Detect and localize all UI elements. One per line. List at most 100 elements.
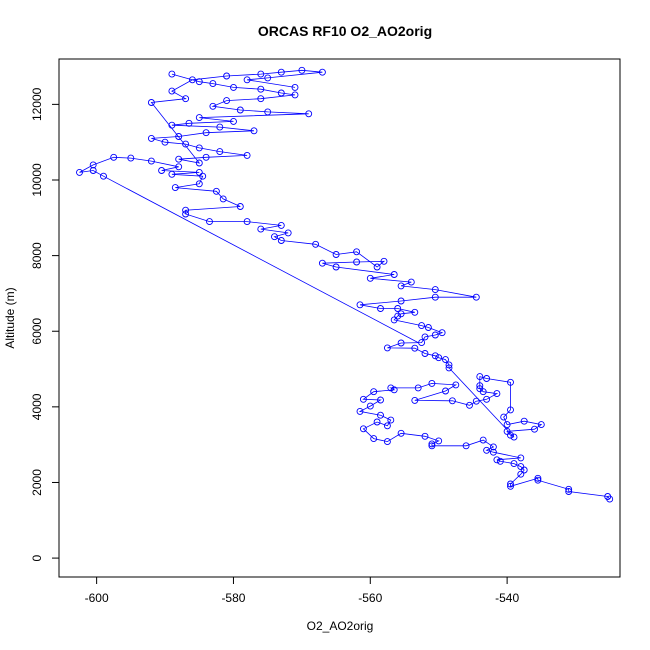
- data-point: [195, 168, 203, 176]
- data-point: [318, 68, 326, 76]
- data-point: [175, 163, 183, 171]
- data-point: [171, 184, 179, 192]
- data-point: [407, 278, 415, 286]
- data-point: [466, 401, 473, 409]
- y-tick-label: 4000: [30, 393, 44, 420]
- data-point: [257, 225, 265, 233]
- data-point: [158, 167, 166, 174]
- data-point: [168, 87, 176, 95]
- data-point: [397, 297, 405, 305]
- series-upper-line: [150, 69, 323, 164]
- data-point: [212, 187, 220, 195]
- data-point: [370, 435, 378, 443]
- data-point: [517, 470, 525, 478]
- data-point: [483, 375, 491, 382]
- data-point: [257, 95, 265, 103]
- y-tick-label: 10000: [30, 163, 44, 197]
- data-point: [195, 114, 203, 122]
- data-point: [493, 390, 501, 398]
- data-point: [442, 356, 449, 364]
- data-point: [503, 427, 511, 435]
- data-point: [565, 488, 573, 495]
- data-point: [147, 99, 155, 106]
- data-point: [435, 437, 443, 445]
- data-point: [507, 431, 514, 439]
- data-point: [421, 350, 429, 357]
- plot-frame: [58, 58, 621, 578]
- x-axis-label: O2_AO2orig: [307, 619, 374, 633]
- data-point: [277, 237, 285, 244]
- data-point: [397, 310, 405, 318]
- data-point: [411, 308, 419, 316]
- data-point: [483, 446, 491, 454]
- data-point: [216, 148, 224, 156]
- data-point: [445, 361, 453, 369]
- data-point: [199, 172, 207, 180]
- y-tick-label: 8000: [30, 242, 44, 269]
- data-point: [387, 416, 395, 424]
- data-point: [223, 72, 231, 80]
- data-point: [100, 172, 107, 180]
- data-point: [89, 167, 97, 174]
- data-point: [489, 448, 497, 456]
- data-point: [230, 117, 237, 125]
- data-point: [476, 373, 484, 381]
- data-point: [168, 70, 176, 78]
- data-point: [411, 396, 419, 404]
- data-point: [236, 106, 244, 114]
- data-point: [356, 301, 364, 309]
- data-point: [442, 387, 449, 395]
- data-point: [397, 339, 405, 347]
- y-axis: 0 2000 4000 6000 8000 10000 12000: [30, 87, 59, 561]
- data-point: [397, 429, 405, 437]
- data-point: [507, 480, 514, 488]
- data-point: [195, 180, 203, 188]
- data-point: [377, 305, 384, 312]
- data-point: [359, 395, 367, 403]
- data-point: [507, 378, 514, 386]
- data-point: [489, 443, 497, 451]
- data-point: [370, 388, 378, 396]
- series-points: [76, 66, 614, 503]
- y-axis-label: Altitude (m): [3, 287, 17, 348]
- data-point: [219, 195, 227, 203]
- data-point: [312, 240, 320, 248]
- data-point: [428, 440, 436, 448]
- data-point: [418, 322, 426, 330]
- data-point: [353, 248, 361, 256]
- data-point: [284, 229, 292, 237]
- data-point: [182, 95, 190, 103]
- data-point: [182, 206, 190, 214]
- data-point: [431, 293, 439, 301]
- data-point: [383, 422, 391, 430]
- data-point: [243, 218, 251, 226]
- data-point: [390, 271, 398, 278]
- data-point: [496, 457, 504, 465]
- data-point: [520, 417, 528, 425]
- data-point: [472, 293, 480, 301]
- y-tick-label: 2000: [30, 469, 44, 496]
- data-point: [277, 68, 285, 76]
- data-point: [168, 170, 176, 178]
- data-point: [332, 263, 340, 271]
- data-point: [271, 233, 278, 241]
- data-point: [483, 395, 491, 403]
- y-tick-label: 12000: [30, 87, 44, 121]
- data-point: [236, 203, 244, 210]
- x-tick-label: -580: [221, 591, 245, 605]
- data-point: [373, 418, 381, 426]
- data-point: [431, 331, 439, 339]
- data-point: [517, 463, 525, 471]
- data-point: [452, 381, 460, 389]
- data-point: [366, 274, 374, 282]
- data-point: [421, 432, 429, 440]
- data-point: [175, 133, 183, 140]
- data-point: [277, 89, 285, 97]
- x-tick-label: -560: [358, 591, 382, 605]
- data-point: [534, 474, 542, 482]
- data-point: [76, 168, 83, 176]
- data-point: [243, 151, 251, 159]
- data-point: [390, 386, 398, 394]
- data-point: [472, 397, 480, 405]
